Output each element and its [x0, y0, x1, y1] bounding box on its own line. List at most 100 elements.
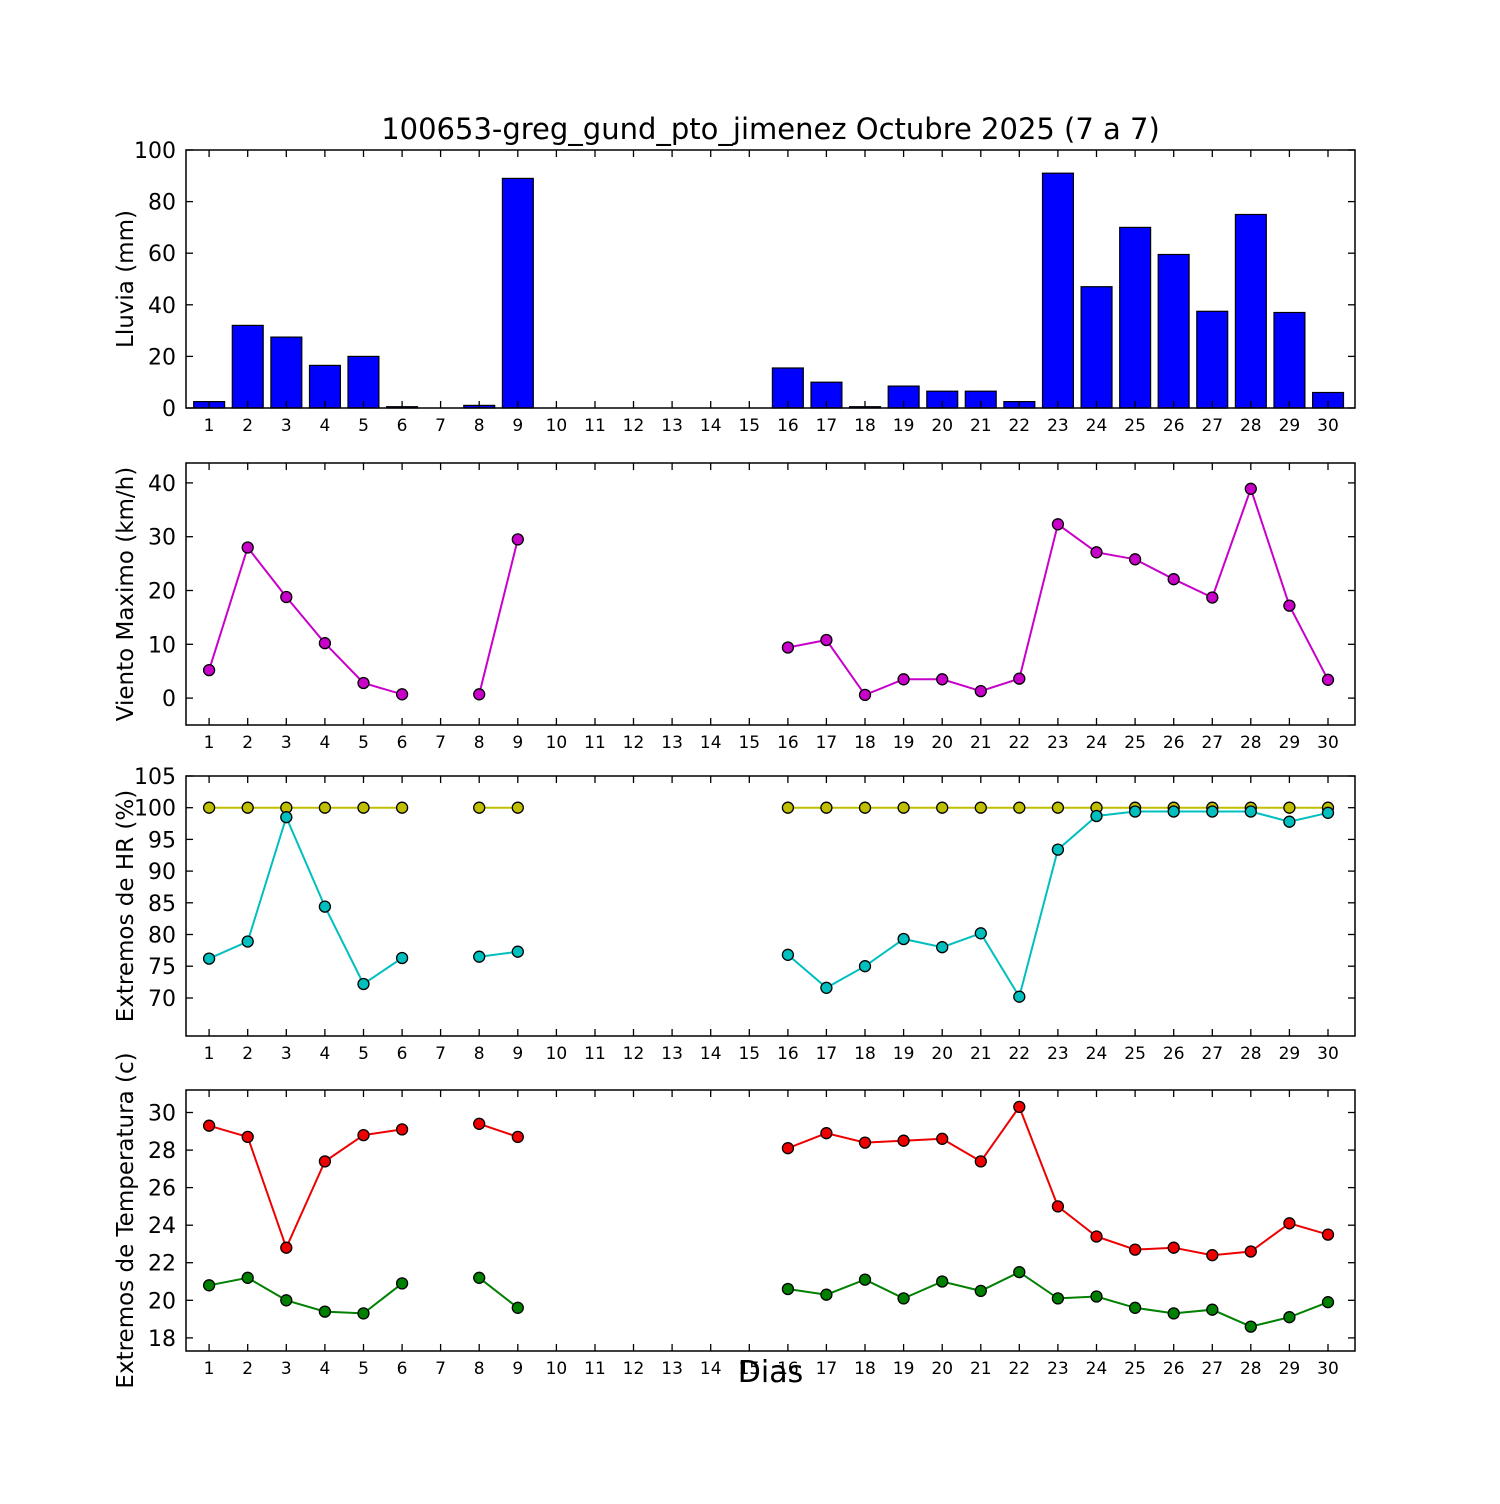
viento_maximo-marker	[1321, 673, 1335, 686]
viento_maximo-marker	[936, 673, 949, 686]
y-tick-label: 20	[148, 345, 176, 370]
y-tick-label: 75	[148, 955, 176, 980]
axes-background	[186, 776, 1355, 1036]
hr_min-marker	[511, 945, 524, 958]
x-tick-label: 6	[397, 1044, 408, 1064]
temp_max-marker	[1167, 1241, 1180, 1254]
x-tick-label: 18	[854, 733, 876, 753]
temp_min-marker	[858, 1273, 872, 1286]
x-tick-label: 23	[1047, 416, 1069, 436]
hr_min-marker	[936, 941, 949, 954]
x-tick-label: 17	[816, 733, 838, 753]
temp_max-marker	[473, 1117, 486, 1130]
x-tick-label: 1	[204, 733, 215, 753]
x-tick-label: 22	[1008, 1044, 1030, 1064]
lluvia-bar	[270, 336, 303, 409]
temp_min-marker	[1321, 1296, 1335, 1309]
temp_min-marker	[1128, 1301, 1142, 1314]
y-tick-label: 18	[148, 1327, 176, 1352]
x-tick-label: 28	[1240, 1359, 1262, 1379]
x-tick-label: 21	[970, 416, 992, 436]
y-tick-label: 0	[162, 397, 176, 422]
lluvia-bar	[231, 324, 264, 409]
x-tick-label: 19	[893, 1044, 915, 1064]
hr_min-marker	[897, 932, 910, 946]
viento_maximo-marker	[280, 590, 293, 604]
y-tick-label: 80	[148, 924, 176, 949]
temp_max-marker	[1051, 1200, 1065, 1213]
temp_max-marker	[318, 1155, 332, 1168]
y-tick-label: 100	[134, 139, 176, 164]
lluvia-bar	[1157, 253, 1190, 409]
y-tick-label: 22	[148, 1252, 176, 1277]
x-tick-label: 25	[1124, 1359, 1146, 1379]
x-tick-label: 6	[397, 733, 408, 753]
temp_max-marker	[936, 1132, 949, 1145]
x-tick-label: 5	[358, 416, 369, 436]
y-tick-label: 24	[148, 1214, 176, 1239]
subplot-lluvia: 1 2 3 4 5 6 7 8 9 10 11 12 13 14 15 16 17 18 19 20 21 22 23 24 2…	[113, 139, 1356, 436]
x-tick-label: 11	[584, 733, 606, 753]
axes-frame	[185, 149, 1356, 409]
y-tick-label: 20	[148, 580, 176, 605]
hr_max-marker	[511, 801, 524, 814]
hr_max-marker	[318, 801, 332, 814]
hr_max-marker	[820, 801, 833, 814]
hr_max-marker	[1051, 801, 1065, 814]
x-tick-label: 2	[242, 416, 253, 436]
temp_max-marker	[781, 1142, 795, 1155]
hr_min-marker	[241, 935, 254, 948]
x-tick-label: 2	[242, 733, 253, 753]
temp_max-marker	[395, 1123, 409, 1136]
temp_min-marker	[1283, 1311, 1296, 1324]
x-tick-label: 23	[1047, 1359, 1069, 1379]
x-tick-label: 24	[1086, 733, 1108, 753]
x-tick-label: 9	[512, 1359, 523, 1379]
hr_min-marker	[858, 960, 872, 973]
temp_max-marker	[241, 1130, 254, 1144]
lluvia-bar	[347, 355, 380, 409]
x-tick-label: 21	[970, 1044, 992, 1064]
y-tick-label: 95	[148, 828, 176, 853]
temp_max-marker	[280, 1241, 293, 1254]
x-tick-label: 6	[397, 416, 408, 436]
temp_min-marker	[1051, 1292, 1065, 1305]
y-axis-label: Viento Maximo (km/h)	[113, 467, 139, 721]
viento_maximo-marker	[1206, 591, 1219, 604]
x-tick-label: 22	[1008, 1359, 1030, 1379]
y-tick-label: 90	[148, 860, 176, 885]
viento_maximo-marker	[1167, 573, 1180, 586]
y-tick-label: 28	[148, 1139, 176, 1164]
x-tick-label: 29	[1279, 1359, 1301, 1379]
x-tick-label: 14	[700, 1044, 722, 1064]
x-tick-label: 20	[931, 733, 953, 753]
viento_maximo-marker	[511, 533, 524, 546]
viento_maximo-marker	[473, 688, 486, 701]
lluvia-bar	[1080, 286, 1113, 409]
temp_min-marker	[781, 1282, 795, 1296]
temp_max-marker	[1090, 1230, 1103, 1243]
hr_min-marker	[974, 927, 987, 940]
hr_min-marker	[1283, 815, 1296, 828]
temp_max-marker	[357, 1128, 370, 1142]
x-tick-label: 30	[1317, 1359, 1339, 1379]
x-tick-label: 3	[281, 1044, 292, 1064]
x-tick-label: 10	[546, 416, 568, 436]
x-tick-label: 4	[319, 1044, 330, 1064]
subplot-temperatura: 1 2 3 4 5 6 7 8 9 10 11 12 13 14 15 16 17 18 19 20 21 22 23 24 2…	[113, 1052, 1356, 1389]
subplot-viento: 1 2 3 4 5 6 7 8 9 10 11 12 13 14 15 16 17 18 19 20 21 22 23 24 2…	[113, 462, 1356, 753]
lluvia-bar	[1119, 226, 1152, 409]
hr_min-marker	[473, 950, 486, 963]
x-tick-label: 9	[512, 1044, 523, 1064]
hr_min-marker	[781, 948, 795, 961]
x-tick-label: 5	[358, 733, 369, 753]
lluvia-bar	[1234, 213, 1267, 409]
x-tick-label: 29	[1279, 733, 1301, 753]
hr_max-marker	[1013, 801, 1026, 814]
axes-frame	[185, 462, 1356, 726]
temp_min-marker	[318, 1305, 332, 1318]
hr_max-marker	[936, 801, 949, 814]
x-tick-label: 12	[623, 1044, 645, 1064]
hr_max-marker	[858, 801, 872, 814]
